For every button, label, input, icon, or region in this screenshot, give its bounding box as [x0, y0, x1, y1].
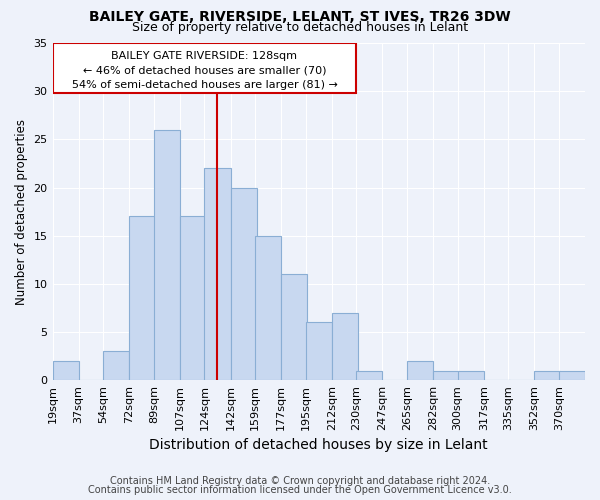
Text: Contains HM Land Registry data © Crown copyright and database right 2024.: Contains HM Land Registry data © Crown c… [110, 476, 490, 486]
Bar [180, 216, 206, 380]
Bar [433, 370, 459, 380]
Y-axis label: Number of detached properties: Number of detached properties [15, 118, 28, 304]
Text: Size of property relative to detached houses in Lelant: Size of property relative to detached ho… [132, 21, 468, 34]
Text: 54% of semi-detached houses are larger (81) →: 54% of semi-detached houses are larger (… [71, 80, 337, 90]
Bar [535, 370, 560, 380]
Text: ← 46% of detached houses are smaller (70): ← 46% of detached houses are smaller (70… [83, 65, 326, 75]
Bar [281, 274, 307, 380]
Bar [356, 370, 382, 380]
Bar [230, 188, 257, 380]
Bar [53, 361, 79, 380]
Bar [129, 216, 155, 380]
Bar [154, 130, 180, 380]
Text: BAILEY GATE RIVERSIDE: 128sqm: BAILEY GATE RIVERSIDE: 128sqm [112, 50, 298, 60]
Bar [103, 352, 129, 380]
Bar [407, 361, 433, 380]
Text: BAILEY GATE, RIVERSIDE, LELANT, ST IVES, TR26 3DW: BAILEY GATE, RIVERSIDE, LELANT, ST IVES,… [89, 10, 511, 24]
Text: Contains public sector information licensed under the Open Government Licence v3: Contains public sector information licen… [88, 485, 512, 495]
Bar [205, 168, 230, 380]
Bar [458, 370, 484, 380]
X-axis label: Distribution of detached houses by size in Lelant: Distribution of detached houses by size … [149, 438, 488, 452]
Bar [306, 322, 332, 380]
FancyBboxPatch shape [53, 43, 356, 93]
Bar [332, 312, 358, 380]
Bar [255, 236, 281, 380]
Bar [559, 370, 585, 380]
